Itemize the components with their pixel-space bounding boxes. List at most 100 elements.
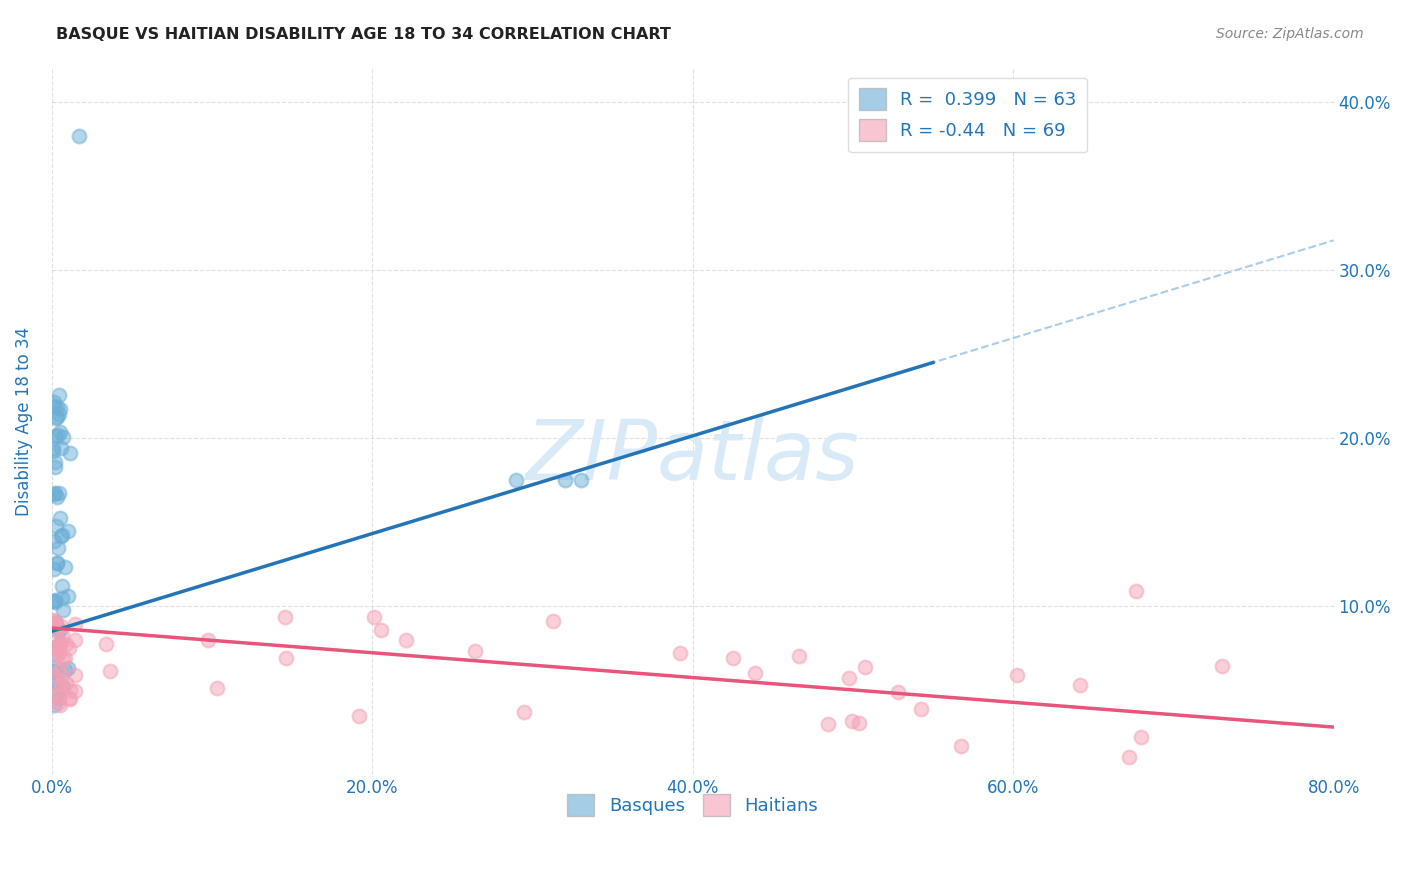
- Point: [44, 615, 66, 629]
- Point: [42, 618, 65, 632]
- Point: [48, 486, 70, 500]
- Point: [42, 487, 65, 501]
- Point: [950, 739, 973, 753]
- Point: [887, 685, 910, 699]
- Point: [910, 702, 932, 716]
- Point: [1069, 678, 1091, 692]
- Y-axis label: Disability Age 18 to 34: Disability Age 18 to 34: [15, 326, 32, 516]
- Point: [45, 556, 67, 570]
- Point: [49, 624, 72, 638]
- Point: [44, 562, 66, 576]
- Point: [363, 610, 385, 624]
- Point: [42, 698, 65, 712]
- Point: [46, 696, 69, 710]
- Legend: Basques, Haitians: Basques, Haitians: [558, 785, 827, 825]
- Point: [100, 665, 122, 679]
- Point: [51, 677, 73, 691]
- Point: [553, 473, 575, 487]
- Point: [46, 400, 69, 414]
- Point: [55, 676, 77, 690]
- Text: Source: ZipAtlas.com: Source: ZipAtlas.com: [1216, 27, 1364, 41]
- Point: [56, 524, 79, 539]
- Point: [63, 632, 86, 647]
- Point: [744, 665, 766, 680]
- Point: [48, 691, 70, 706]
- Point: [42, 616, 65, 631]
- Point: [464, 644, 486, 658]
- Point: [668, 646, 690, 660]
- Point: [67, 128, 90, 143]
- Point: [276, 651, 298, 665]
- Point: [52, 602, 75, 616]
- Point: [46, 623, 69, 637]
- Point: [52, 652, 75, 666]
- Point: [55, 637, 77, 651]
- Point: [46, 690, 69, 704]
- Point: [48, 637, 70, 651]
- Point: [48, 401, 70, 416]
- Point: [817, 716, 839, 731]
- Point: [52, 679, 75, 693]
- Point: [46, 428, 69, 442]
- Point: [44, 455, 66, 469]
- Point: [42, 399, 65, 413]
- Point: [58, 641, 80, 656]
- Point: [45, 640, 67, 655]
- Point: [63, 683, 86, 698]
- Point: [789, 648, 811, 663]
- Point: [44, 395, 66, 409]
- Point: [44, 664, 66, 678]
- Point: [1211, 658, 1233, 673]
- Point: [347, 709, 370, 723]
- Point: [45, 409, 67, 424]
- Point: [513, 705, 536, 719]
- Point: [58, 589, 80, 603]
- Point: [721, 651, 744, 665]
- Point: [51, 628, 73, 642]
- Text: BASQUE VS HAITIAN DISABILITY AGE 18 TO 34 CORRELATION CHART: BASQUE VS HAITIAN DISABILITY AGE 18 TO 3…: [56, 27, 671, 42]
- Point: [569, 473, 592, 487]
- Point: [63, 617, 86, 632]
- Point: [45, 616, 67, 631]
- Point: [42, 617, 65, 632]
- Point: [46, 648, 69, 663]
- Point: [56, 661, 79, 675]
- Point: [44, 485, 66, 500]
- Point: [58, 691, 80, 706]
- Point: [197, 632, 219, 647]
- Point: [94, 637, 117, 651]
- Point: [42, 444, 65, 458]
- Point: [44, 595, 66, 609]
- Point: [543, 614, 565, 628]
- Point: [848, 716, 870, 731]
- Point: [53, 559, 76, 574]
- Point: [49, 425, 72, 439]
- Point: [51, 668, 73, 682]
- Point: [274, 610, 297, 624]
- Point: [42, 674, 65, 689]
- Point: [49, 698, 72, 713]
- Point: [48, 387, 70, 401]
- Point: [1130, 730, 1153, 744]
- Point: [59, 692, 82, 706]
- Point: [45, 624, 67, 639]
- Point: [49, 511, 72, 525]
- Point: [51, 591, 73, 605]
- Point: [49, 529, 72, 543]
- Point: [59, 446, 82, 460]
- Point: [51, 679, 73, 693]
- Point: [46, 541, 69, 556]
- Point: [51, 528, 73, 542]
- Point: [46, 664, 69, 678]
- Point: [42, 441, 65, 455]
- Point: [44, 690, 66, 704]
- Point: [505, 473, 527, 487]
- Point: [370, 624, 392, 638]
- Point: [42, 687, 65, 701]
- Point: [42, 594, 65, 608]
- Point: [45, 659, 67, 673]
- Point: [1005, 668, 1028, 682]
- Point: [45, 410, 67, 425]
- Point: [45, 557, 67, 571]
- Point: [63, 667, 86, 681]
